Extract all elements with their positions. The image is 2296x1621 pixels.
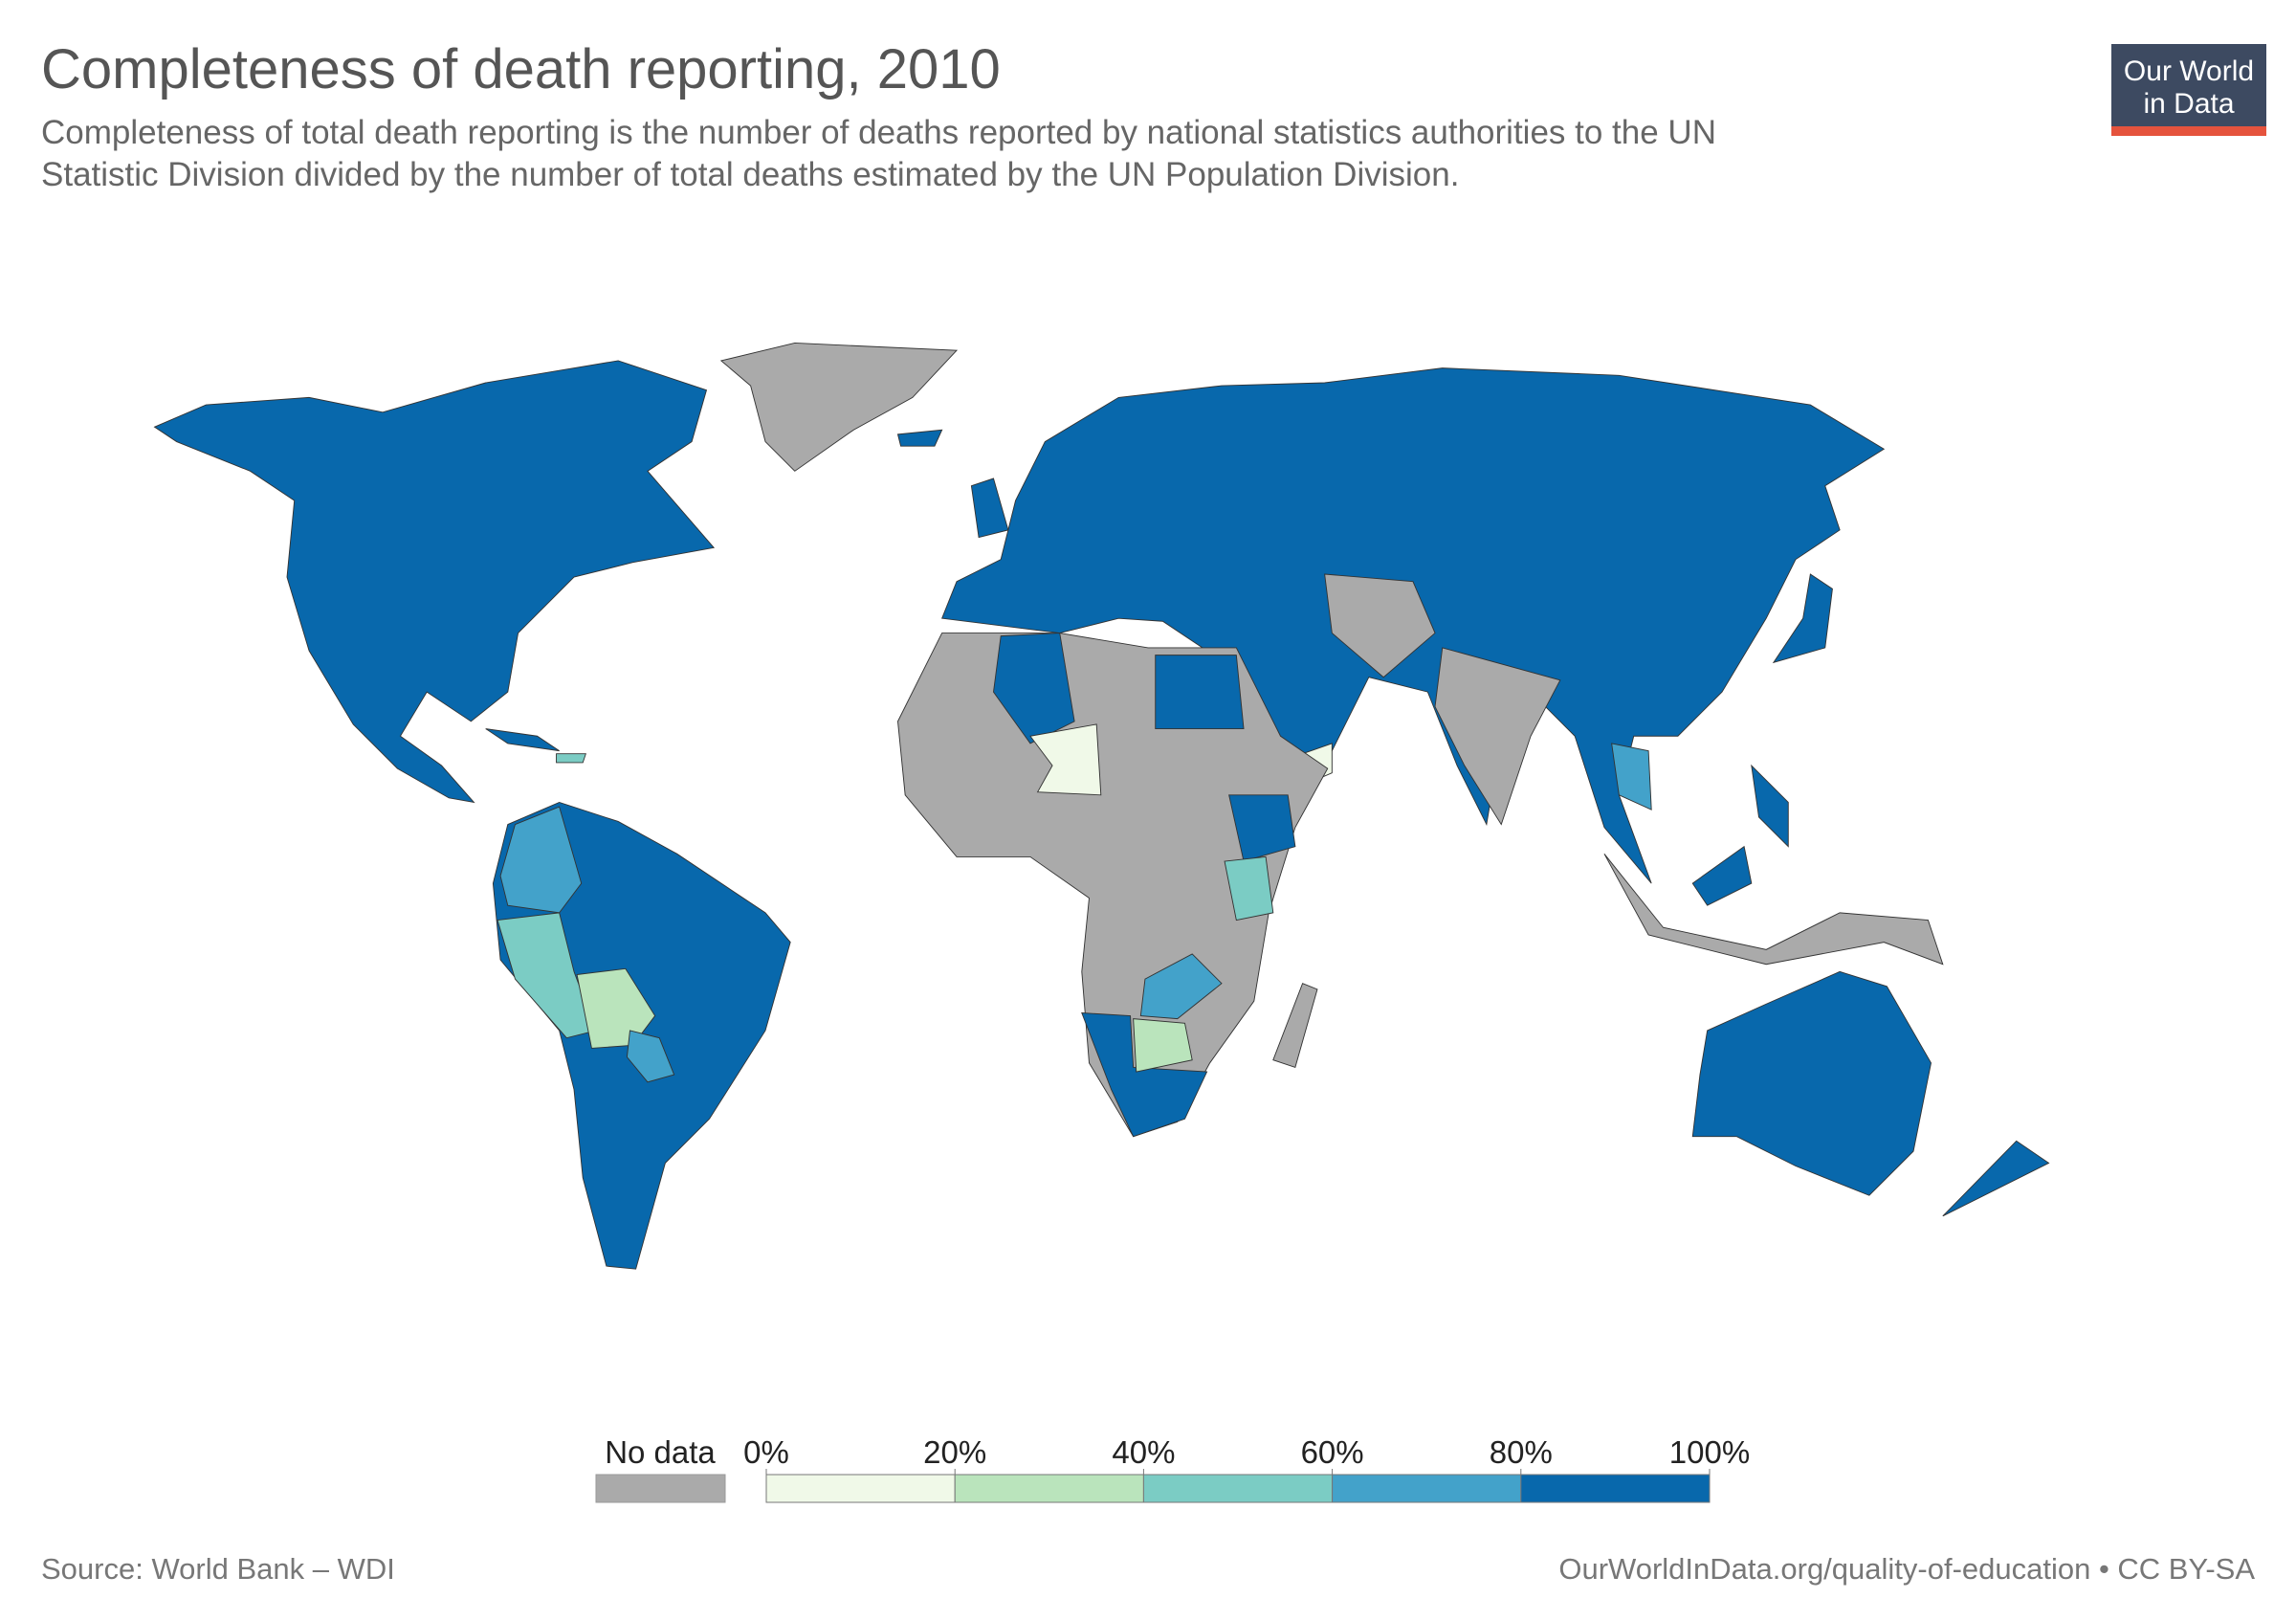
hispaniola <box>556 753 586 764</box>
ethiopia <box>1228 794 1296 862</box>
egypt <box>1155 655 1245 730</box>
southern-africa <box>1081 1011 1208 1138</box>
legend-tick-label: 60% <box>1301 1434 1364 1470</box>
legend-tick-label: 40% <box>1112 1434 1175 1470</box>
kenya <box>1224 855 1274 922</box>
madagascar <box>1272 983 1318 1069</box>
legend-bin <box>1142 1474 1334 1503</box>
zambia <box>1139 953 1223 1020</box>
australia <box>1691 970 1932 1196</box>
no-data-label: No data <box>605 1434 716 1470</box>
logo-box <box>2111 44 2266 126</box>
uk <box>970 477 1009 539</box>
iceland <box>896 429 943 447</box>
philippines-malaysia <box>1691 764 1789 906</box>
legend-bin <box>954 1474 1144 1503</box>
indonesia <box>1603 854 1944 966</box>
greenland <box>719 343 959 472</box>
north-america <box>153 360 716 804</box>
logo: Our World in Data <box>2111 44 2266 136</box>
niger <box>1029 723 1102 796</box>
legend-tick-label: 100% <box>1669 1434 1750 1470</box>
bolivia <box>576 967 656 1049</box>
paraguay <box>626 1030 675 1083</box>
url: OurWorldInData.org/quality-of-education … <box>1558 1552 2255 1586</box>
legend-tick-label: 20% <box>923 1434 986 1470</box>
japan <box>1772 573 1833 664</box>
botswana <box>1133 1018 1193 1073</box>
legend-tick-label: 0% <box>743 1434 789 1470</box>
caribbean <box>485 728 560 752</box>
source: Source: World Bank – WDI <box>41 1552 395 1586</box>
south-asia <box>1434 647 1561 826</box>
legend-bin <box>1332 1474 1522 1503</box>
subtitle-line: Statistic Division divided by the number… <box>41 156 1459 193</box>
legend-bin <box>765 1474 956 1503</box>
legend-bin <box>1520 1474 1711 1503</box>
no-data-swatch <box>595 1474 726 1503</box>
subtitle-line: Completeness of total death reporting is… <box>41 114 1716 151</box>
thailand <box>1611 743 1652 810</box>
central-asia <box>1324 573 1436 678</box>
logo-text: in Data <box>2143 88 2234 120</box>
new-zealand <box>1942 1140 2050 1217</box>
chart-title: Completeness of death reporting, 2010 <box>41 38 1001 100</box>
logo-bar <box>2111 126 2266 136</box>
world-map <box>153 343 2050 1270</box>
logo-text: Our World <box>2124 56 2254 87</box>
legend-tick-label: 80% <box>1490 1434 1553 1470</box>
